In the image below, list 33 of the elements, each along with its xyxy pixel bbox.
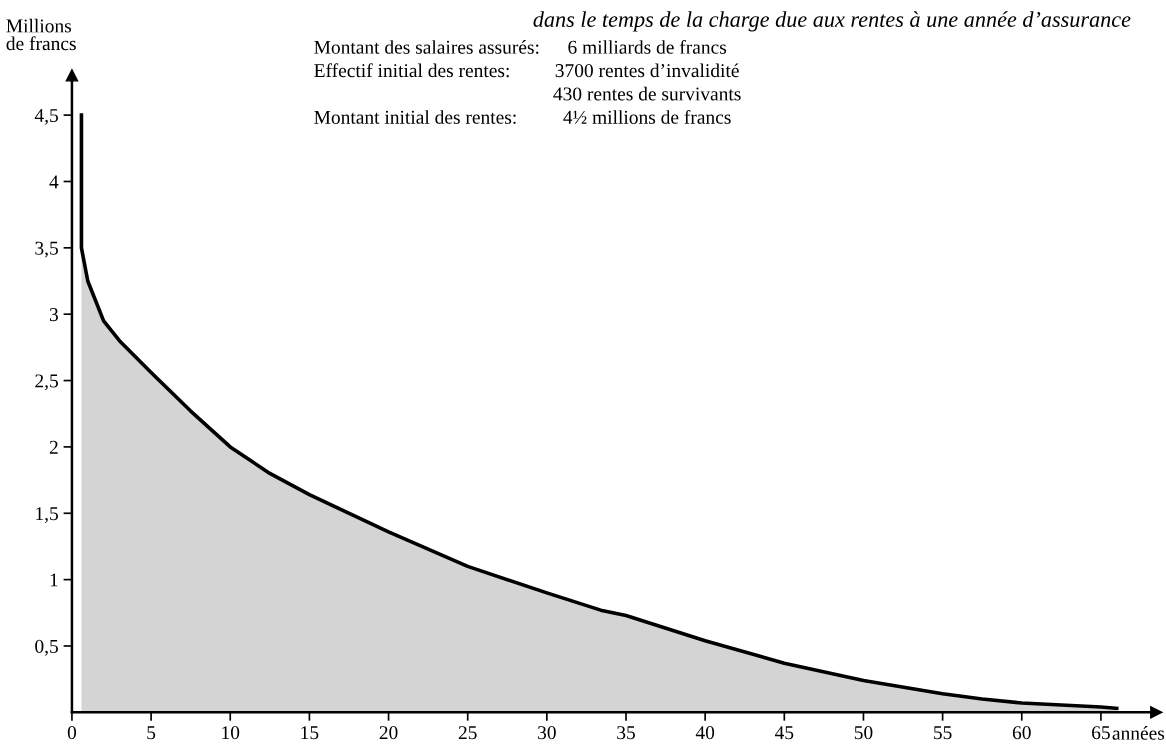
annotation: Effectif initial des rentes: [314,63,509,78]
y-tick-label: 2 [49,440,58,454]
y-tick-label: 1 [50,573,58,587]
x-tick-label: 65 [1092,726,1110,740]
x-tick-label: 60 [1012,726,1031,740]
y-tick-label: 4 [49,175,59,189]
x-tick-label: 55 [934,726,952,740]
y-tick-label: 2,5 [35,374,58,391]
annotation: 4½ millions de francs [563,109,731,124]
annotation: 3700 rentes d’invalidité [555,63,739,78]
annotation: Montant initial des rentes: [314,110,516,124]
x-tick-label: 10 [222,726,240,740]
x-axis-title: années [1112,726,1165,740]
x-tick-label: 0 [67,726,77,740]
y-tick-label: 3 [49,308,58,322]
x-tick-label: 25 [458,726,477,740]
text: 6 milliards de francs [568,39,727,54]
y-tick-label: 1,5 [36,507,58,523]
x-tick-label: 5 [147,726,156,740]
x-tick-label: 30 [538,726,556,740]
annotation: 430 rentes de survivants [553,86,741,101]
x-tick-label: 15 [301,726,319,740]
x-tick-label: 20 [379,726,398,740]
x-tick-label: 40 [695,726,715,740]
x-tick-label: 35 [617,726,635,740]
text: Montant des salaires assurés: [314,40,539,54]
y-tick-label: 4,5 [34,109,58,125]
y-axis-title: Millions de francs [6,18,76,51]
x-tick-label: 45 [774,726,794,740]
y-tick-label: 3,5 [35,241,58,258]
x-tick-label: 50 [854,726,873,740]
y-tick-label: 0,5 [35,639,58,656]
chart-title: dans le temps de la charge due aux rentes à une année d’assurance [533,11,1131,32]
